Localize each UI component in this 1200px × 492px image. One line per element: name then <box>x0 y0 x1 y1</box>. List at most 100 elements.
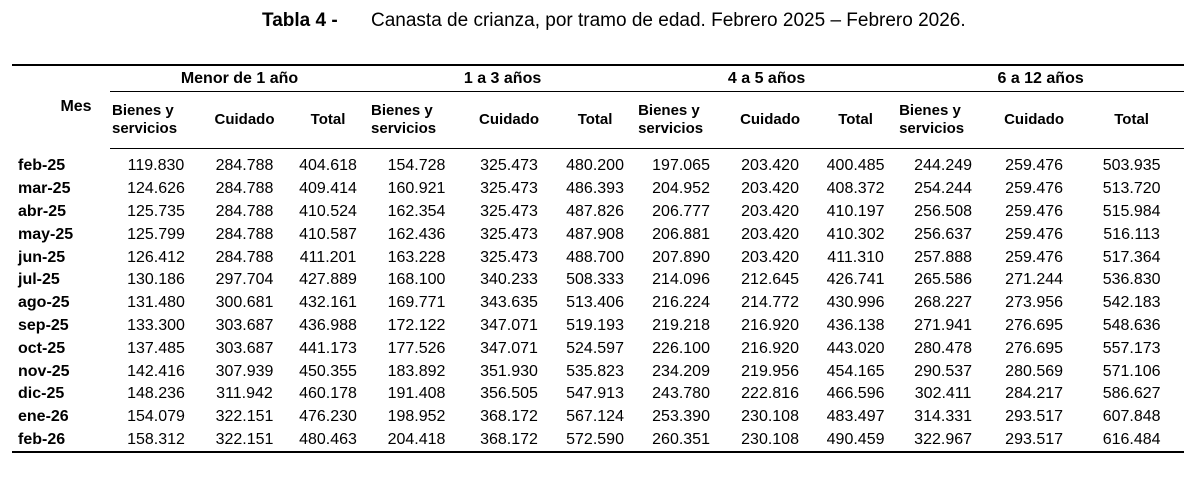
group-header: 4 a 5 años <box>636 65 898 92</box>
value-cell: 256.508 <box>914 202 973 220</box>
value-cell: 204.952 <box>652 180 710 198</box>
value-cell: 516.113 <box>1103 225 1160 243</box>
value-cell: 154.728 <box>387 157 446 175</box>
value-cell: 325.473 <box>480 157 538 175</box>
subheader-total: Total <box>287 91 370 149</box>
value-cell: 436.988 <box>299 316 357 334</box>
value-cell: 607.848 <box>1102 408 1161 426</box>
value-cell: 426.741 <box>826 271 885 289</box>
subheader-row: Bienes y servicios Cuidado Total Bienes y ser… <box>12 91 1185 149</box>
value-cell: 216.224 <box>652 294 710 312</box>
value-cell: 351.930 <box>480 362 538 380</box>
value-cell: 480.463 <box>299 430 357 448</box>
table-row: nov-25 142.416 307.939 450.355 183.892 351.93… <box>12 360 1184 383</box>
value-cell: 443.020 <box>826 339 885 357</box>
value-cell: 271.941 <box>914 316 973 334</box>
month-cell: may-25 <box>18 225 74 243</box>
value-cell: 486.393 <box>566 180 624 198</box>
subheader-bienes-line2: servicios <box>638 120 704 137</box>
value-cell: 586.627 <box>1102 385 1161 403</box>
value-cell: 162.354 <box>387 202 446 220</box>
value-cell: 300.681 <box>215 294 274 312</box>
month-cell: sep-25 <box>18 316 69 334</box>
value-cell: 198.952 <box>387 408 446 426</box>
value-cell: 557.173 <box>1102 339 1161 357</box>
value-cell: 571.106 <box>1102 362 1161 380</box>
value-cell: 411.310 <box>827 248 884 266</box>
subheader-bienes-line2: servicios <box>112 120 178 137</box>
value-cell: 410.302 <box>826 225 885 243</box>
value-cell: 169.771 <box>387 294 446 312</box>
value-cell: 214.772 <box>741 294 799 312</box>
month-cell: jun-25 <box>18 248 66 266</box>
table-row: sep-25 133.300 303.687 436.988 172.122 347.07… <box>12 315 1184 338</box>
mes-header: Mes <box>60 98 92 116</box>
table-row: ene-26 154.079 322.151 476.230 198.952 368.17… <box>12 406 1184 429</box>
value-cell: 284.788 <box>215 248 274 266</box>
value-cell: 226.100 <box>652 339 710 357</box>
value-cell: 158.312 <box>127 430 185 448</box>
value-cell: 293.517 <box>1005 430 1064 448</box>
value-cell: 219.218 <box>652 316 710 334</box>
value-cell: 488.700 <box>566 248 624 266</box>
table-row: may-25 125.799 284.788 410.587 162.436 325.47… <box>12 223 1184 246</box>
value-cell: 290.537 <box>914 362 973 380</box>
value-cell: 325.473 <box>480 202 538 220</box>
subheader-bienes-servicios: Bienes y servicios <box>636 91 727 149</box>
month-cell: mar-25 <box>18 180 71 198</box>
value-cell: 280.478 <box>914 339 973 357</box>
value-cell: 203.420 <box>741 157 799 175</box>
value-cell: 183.892 <box>387 362 446 380</box>
value-cell: 508.333 <box>566 271 624 289</box>
value-cell: 347.071 <box>480 339 538 357</box>
value-cell: 203.420 <box>741 225 799 243</box>
value-cell: 125.799 <box>127 225 185 243</box>
value-cell: 257.888 <box>914 248 973 266</box>
value-cell: 230.108 <box>741 408 799 426</box>
value-cell: 427.889 <box>299 271 357 289</box>
subheader-bienes-servicios: Bienes y servicios <box>110 91 202 149</box>
value-cell: 163.228 <box>387 248 446 266</box>
month-cell: jul-25 <box>18 271 60 289</box>
value-cell: 322.151 <box>215 430 274 448</box>
value-cell: 222.816 <box>741 385 799 403</box>
value-cell: 273.956 <box>1005 294 1064 312</box>
value-cell: 503.935 <box>1102 157 1161 175</box>
value-cell: 567.124 <box>566 408 624 426</box>
value-cell: 411.201 <box>299 248 357 266</box>
value-cell: 284.788 <box>215 180 274 198</box>
value-cell: 311.942 <box>216 385 273 403</box>
value-cell: 203.420 <box>741 180 799 198</box>
value-cell: 284.788 <box>215 202 274 220</box>
subheader-cuidado: Cuidado <box>464 91 555 149</box>
subheader-bienes-line2: servicios <box>371 120 437 137</box>
subheader-bienes-line1: Bienes y <box>899 102 961 119</box>
value-cell: 259.476 <box>1005 202 1064 220</box>
value-cell: 404.618 <box>299 157 357 175</box>
value-cell: 436.138 <box>826 316 885 334</box>
value-cell: 450.355 <box>299 362 357 380</box>
value-cell: 409.414 <box>299 180 357 198</box>
value-cell: 280.569 <box>1005 362 1064 380</box>
value-cell: 432.161 <box>299 294 357 312</box>
month-cell: nov-25 <box>18 362 70 380</box>
value-cell: 284.788 <box>215 157 274 175</box>
month-cell: abr-25 <box>18 202 67 220</box>
value-cell: 219.956 <box>741 362 799 380</box>
value-cell: 307.939 <box>215 362 274 380</box>
value-cell: 131.480 <box>127 294 185 312</box>
value-cell: 325.473 <box>480 225 538 243</box>
value-cell: 130.186 <box>127 271 185 289</box>
value-cell: 162.436 <box>387 225 446 243</box>
value-cell: 214.096 <box>652 271 710 289</box>
value-cell: 172.122 <box>387 316 446 334</box>
value-cell: 343.635 <box>480 294 538 312</box>
value-cell: 340.233 <box>480 271 538 289</box>
value-cell: 441.173 <box>299 339 357 357</box>
value-cell: 142.416 <box>127 362 185 380</box>
subheader-total: Total <box>814 91 898 149</box>
value-cell: 513.720 <box>1102 180 1161 198</box>
value-cell: 253.390 <box>652 408 710 426</box>
table-body: feb-25 119.830 284.788 404.618 154.728 325.47… <box>12 149 1184 453</box>
value-cell: 160.921 <box>387 180 446 198</box>
